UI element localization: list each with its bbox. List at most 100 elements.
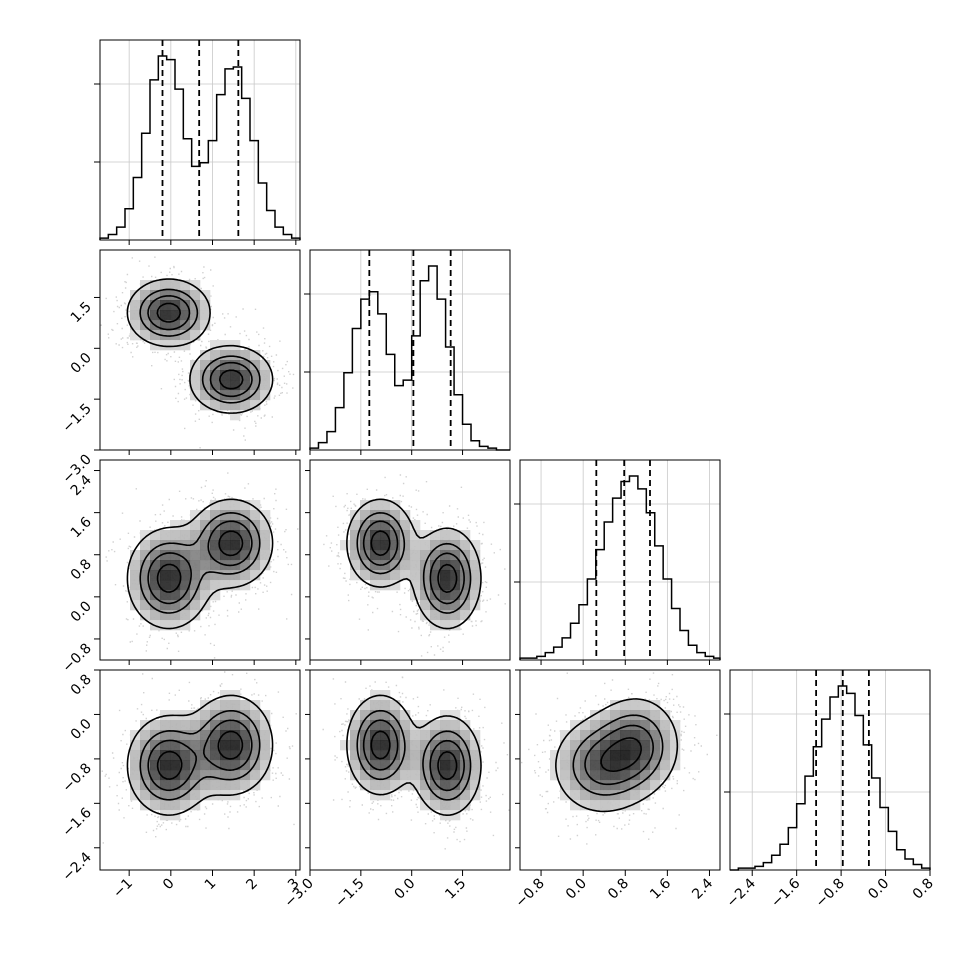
contour-line [156, 730, 244, 780]
density-cell [570, 740, 581, 751]
density-cell [450, 770, 461, 781]
density-cell [210, 550, 221, 561]
density-cell [430, 780, 441, 791]
density-layer [100, 256, 300, 449]
density-cell [150, 310, 161, 321]
density-cell [260, 740, 271, 751]
density-cell [470, 550, 481, 561]
density-cell [390, 510, 401, 521]
density-cell [470, 750, 481, 761]
density-cell [210, 540, 221, 551]
density-cell [620, 800, 631, 811]
scatter-panel [99, 669, 301, 871]
density-cell [180, 570, 191, 581]
density-cell [360, 720, 371, 731]
density-cell [580, 730, 591, 741]
density-cell [230, 780, 241, 791]
density-cell [230, 540, 241, 551]
density-cell [240, 540, 251, 551]
density-cell [190, 720, 201, 731]
density-cell [190, 320, 201, 331]
density-cell [410, 530, 421, 541]
density-cell [220, 780, 231, 791]
density-cell [560, 780, 571, 791]
density-cell [410, 560, 421, 571]
density-cell [560, 770, 571, 781]
density-cell [390, 750, 401, 761]
density-cell [670, 740, 681, 751]
density-cell [230, 390, 241, 401]
density-cell [360, 770, 371, 781]
density-cell [410, 760, 421, 771]
density-cell [250, 550, 261, 561]
density-cell [200, 380, 211, 391]
density-cell [200, 560, 211, 571]
contour-line [346, 694, 482, 817]
density-cell [470, 580, 481, 591]
density-cell [200, 370, 211, 381]
density-cell [170, 290, 181, 301]
density-cell [380, 740, 391, 751]
density-cell [220, 520, 231, 531]
density-cell [640, 710, 651, 721]
density-cell [460, 730, 471, 741]
density-cell [440, 710, 451, 721]
density-cell [640, 740, 651, 751]
density-cell [420, 730, 431, 741]
density-cell [590, 790, 601, 801]
tick-label: 0 [160, 876, 178, 894]
density-cell [180, 720, 191, 731]
density-cell [140, 600, 151, 611]
density-cell [420, 780, 431, 791]
density-cell [590, 780, 601, 791]
density-cell [380, 750, 391, 761]
density-cell [380, 700, 391, 711]
density-cell [660, 750, 671, 761]
density-cell [220, 750, 231, 761]
density-cell [400, 520, 411, 531]
density-cell [650, 750, 661, 761]
tick-label: 0.0 [563, 876, 590, 903]
density-cell [210, 570, 221, 581]
density-cell [230, 370, 241, 381]
density-cell [260, 530, 271, 541]
density-cell [390, 760, 401, 771]
density-cell [130, 730, 141, 741]
density-cell [640, 700, 651, 711]
density-cell [380, 730, 391, 741]
density-cell [150, 800, 161, 811]
density-cell [640, 750, 651, 761]
tick-label: −1.6 [59, 805, 94, 840]
density-cell [240, 550, 251, 561]
density-cell [130, 580, 141, 591]
density-cell [140, 590, 151, 601]
density-cell [220, 500, 231, 511]
density-cell [190, 330, 201, 341]
density-cell [160, 730, 171, 741]
density-cell [450, 800, 461, 811]
density-cell [410, 780, 421, 791]
density-cell [160, 290, 171, 301]
density-cell [430, 720, 441, 731]
density-cell [430, 770, 441, 781]
panel-frame [309, 459, 511, 661]
density-cell [210, 500, 221, 511]
tick-label: −0.8 [59, 640, 94, 675]
density-cell [380, 500, 391, 511]
density-cell [160, 540, 171, 551]
density-cell [170, 340, 181, 351]
density-cell [460, 780, 471, 791]
density-cell [640, 770, 651, 781]
density-cell [380, 790, 391, 801]
density-cell [370, 580, 381, 591]
density-cell [180, 730, 191, 741]
density-cell [190, 610, 201, 621]
density-cell [150, 300, 161, 311]
density-cell [150, 550, 161, 561]
density-cell [620, 790, 631, 801]
density-cell [470, 730, 481, 741]
density-cell [440, 610, 451, 621]
density-cell [390, 560, 401, 571]
density-cell [410, 770, 421, 781]
scatter-panel [99, 459, 301, 661]
